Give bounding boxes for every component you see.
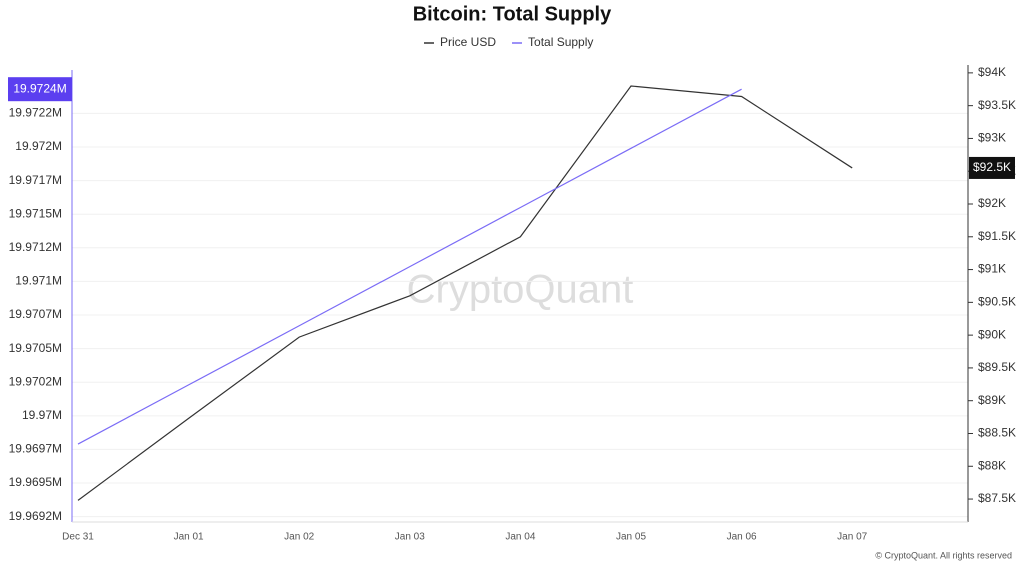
y-tick-label: 19.9717M <box>9 173 62 187</box>
series-line <box>77 85 853 501</box>
y2-tick-label: $89K <box>978 393 1006 407</box>
legend-label: Price USD <box>440 35 496 49</box>
y-tick-label: 19.9712M <box>9 240 62 254</box>
x-tick-label: Jan 03 <box>395 532 425 543</box>
y2-tick-label: $90.5K <box>978 295 1016 309</box>
y2-tick-label: $92K <box>978 196 1006 210</box>
y-tick-label: 19.9715M <box>9 206 62 220</box>
y2-tick-label: $88.5K <box>978 426 1016 440</box>
x-tick-label: Jan 07 <box>837 532 867 543</box>
y-tick-label: 19.9692M <box>9 509 62 523</box>
x-tick-label: Jan 02 <box>284 532 314 543</box>
y-tick-label: 19.9722M <box>9 106 62 120</box>
y2-tick-label: $93.5K <box>978 98 1016 112</box>
y2-tick-label: $89.5K <box>978 360 1016 374</box>
y-tick-label: 19.9697M <box>9 442 62 456</box>
legend-label: Total Supply <box>528 35 593 49</box>
y-tick-label: 19.972M <box>15 139 62 153</box>
y2-tick-label: $91K <box>978 262 1006 276</box>
x-tick-label: Jan 05 <box>616 532 646 543</box>
y2-tick-label: $94K <box>978 65 1006 79</box>
y2-tick-label: $93K <box>978 131 1006 145</box>
value-label: $92.5K <box>973 160 1011 174</box>
footer: © CryptoQuant. All rights reserved <box>875 550 1012 560</box>
y-tick-label: 19.97M <box>22 408 62 422</box>
y-tick-label: 19.9702M <box>9 374 62 388</box>
value-label-box <box>969 156 1015 179</box>
y2-tick-label: $88K <box>978 458 1006 472</box>
chart-title: Bitcoin: Total Supply <box>413 3 612 25</box>
y-tick-label: 19.9695M <box>9 475 62 489</box>
x-tick-label: Jan 01 <box>174 532 204 543</box>
x-tick-label: Dec 31 <box>62 532 94 543</box>
y2-tick-label: $90K <box>978 327 1006 341</box>
value-label-box <box>8 77 72 102</box>
y2-tick-label: $87.5K <box>978 491 1016 505</box>
y-tick-label: 19.971M <box>15 274 62 288</box>
y2-tick-label: $91.5K <box>978 229 1016 243</box>
x-tick-label: Jan 04 <box>505 532 535 543</box>
series-line <box>77 88 742 445</box>
x-tick-label: Jan 06 <box>727 532 757 543</box>
y-tick-label: 19.9705M <box>9 341 62 355</box>
value-label: 19.9724M <box>13 81 66 95</box>
y-tick-label: 19.9707M <box>9 307 62 321</box>
watermark: CryptoQuant <box>407 268 634 312</box>
